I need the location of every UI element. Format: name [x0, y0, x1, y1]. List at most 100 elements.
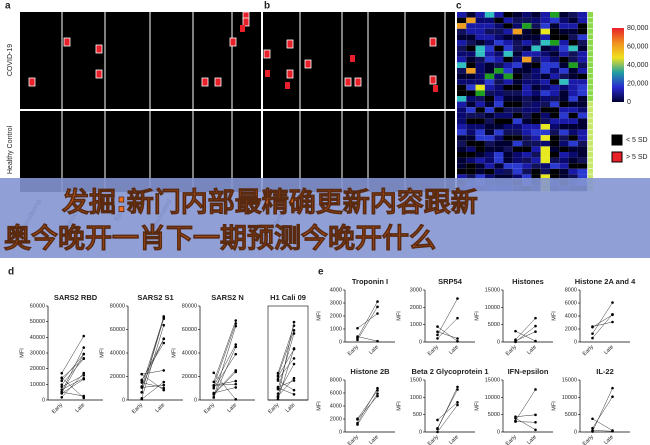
colorbar-label: 80,000	[627, 25, 649, 32]
heat-cell	[559, 163, 569, 169]
heat-cell	[484, 135, 495, 141]
heat-cell	[559, 112, 569, 119]
heat-cell	[512, 73, 523, 80]
heat-cell	[466, 168, 476, 175]
trace	[592, 396, 613, 429]
heat-cell	[550, 140, 560, 147]
trace	[213, 383, 236, 386]
heat-cell	[466, 146, 476, 152]
point	[591, 417, 594, 421]
heat-cell	[522, 112, 532, 119]
trace	[61, 372, 84, 398]
heat-cell	[494, 68, 504, 74]
side-tag	[588, 12, 593, 17]
heat-cell	[531, 157, 541, 164]
point	[82, 396, 86, 400]
heat-cell	[559, 68, 569, 74]
heat-cell	[475, 62, 485, 68]
y-tick-label: 40000	[30, 335, 45, 341]
point	[234, 398, 238, 401]
heat-cell	[522, 12, 532, 18]
x-tick-label: Late	[226, 402, 238, 414]
y-tick-label: 10000	[485, 395, 500, 401]
heat-cell	[522, 157, 532, 164]
heat-cell	[494, 101, 504, 108]
heat-cell	[531, 68, 541, 74]
heat-cell	[512, 163, 523, 169]
trace	[213, 320, 236, 382]
chart-title: SARS2 S1	[137, 293, 173, 302]
x-tick-label: Late	[603, 434, 615, 445]
heat-cell	[475, 146, 485, 152]
heat-cell	[484, 124, 495, 130]
heat-cell	[531, 45, 541, 52]
frame	[267, 305, 309, 401]
heat-cell	[503, 163, 513, 169]
point	[212, 391, 216, 395]
heat-cell	[577, 168, 588, 175]
heat-cell	[484, 34, 495, 40]
side-tag	[588, 62, 593, 68]
heat-cell	[512, 96, 523, 102]
side-tag	[588, 51, 593, 57]
trace	[213, 372, 236, 400]
heat-cell	[512, 112, 523, 119]
heat-cell	[484, 174, 495, 180]
heat-cell	[512, 118, 523, 124]
heat-cell	[568, 34, 578, 40]
y-tick-label: 0	[497, 339, 500, 345]
side-tag	[588, 17, 593, 23]
heat-cell	[484, 56, 495, 63]
legend-label: < 5 SD	[626, 137, 648, 144]
heat-cell	[457, 96, 467, 102]
trace	[515, 417, 536, 431]
heat-cell	[475, 56, 485, 63]
heat-cell	[550, 101, 560, 108]
point	[376, 386, 379, 390]
heat-cell	[522, 73, 532, 80]
heat-cell	[503, 45, 513, 52]
y-tick-label: 0	[339, 429, 342, 435]
heat-cell	[577, 79, 588, 85]
chart-title: SARS2 N	[211, 293, 244, 302]
heat-cell	[559, 124, 569, 130]
chart-title: Beta 2 Glycoprotein 1	[411, 367, 488, 376]
heat-cell	[512, 56, 523, 63]
heat-cell	[475, 12, 485, 18]
heat-cell	[457, 157, 467, 164]
heat-cell	[466, 40, 476, 46]
heat-cell	[475, 90, 485, 96]
heat-cell	[475, 68, 485, 74]
heat-cell	[550, 84, 560, 91]
trace	[61, 335, 84, 374]
heat-cell	[494, 135, 504, 141]
heat-cell	[550, 152, 560, 158]
point	[292, 329, 296, 332]
heat-cell	[577, 12, 588, 18]
x-tick-label: Late	[448, 344, 460, 356]
heat-cell	[568, 152, 578, 158]
heat-cell	[568, 73, 578, 80]
heat-cell	[457, 152, 467, 158]
heat-cell	[559, 96, 569, 102]
point	[234, 370, 238, 374]
heat-cell	[457, 140, 467, 147]
heat-cell	[577, 118, 588, 124]
heat-cell	[503, 135, 513, 141]
heat-cell	[503, 129, 513, 136]
point	[82, 373, 86, 377]
point	[212, 371, 216, 375]
heat-cell	[484, 12, 495, 18]
heat-cell	[457, 40, 467, 46]
heat-cell	[475, 28, 485, 35]
heat-cell	[540, 68, 550, 74]
side-tag	[588, 45, 593, 51]
trace	[515, 317, 536, 340]
heat-cell	[512, 174, 523, 180]
side-tag	[588, 68, 593, 73]
point	[140, 390, 144, 394]
heat-cell	[540, 168, 550, 175]
heat-cell	[503, 56, 513, 63]
trace	[277, 363, 295, 394]
heat-cell	[568, 96, 578, 102]
